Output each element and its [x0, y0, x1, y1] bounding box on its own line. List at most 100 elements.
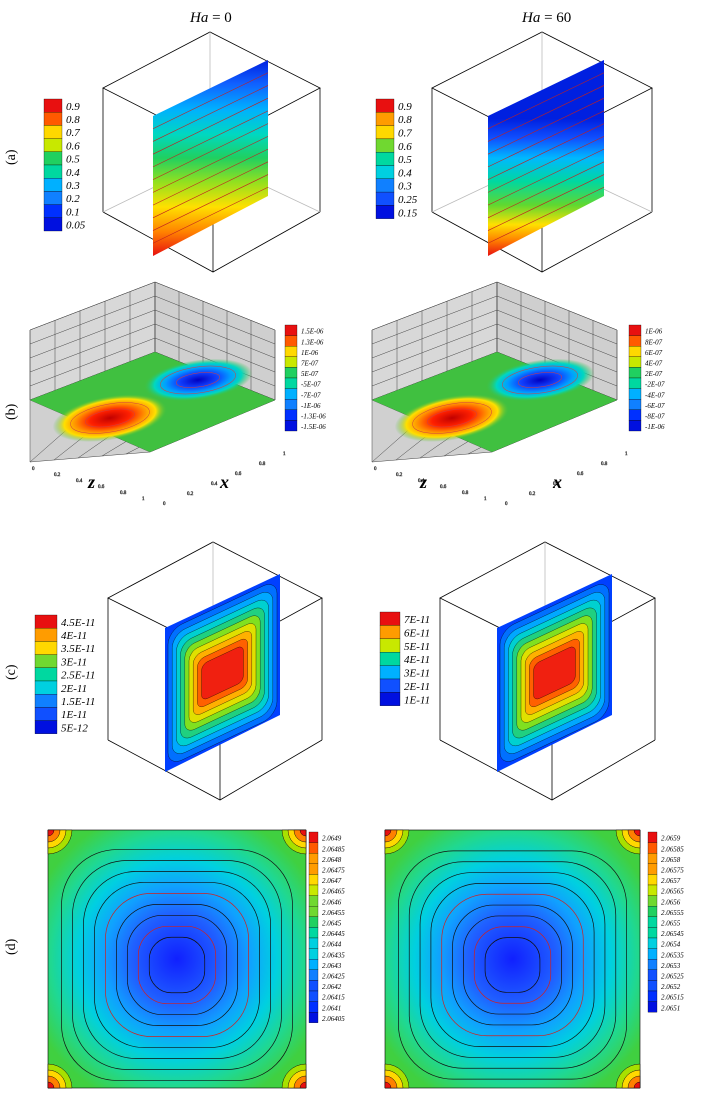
color-legend: 0.90.80.70.6 0.50.40.30.20.1 0.05 — [43, 98, 86, 232]
corner-contour — [299, 829, 307, 837]
contour-line — [487, 97, 605, 155]
contour-bands — [167, 584, 278, 762]
legend-swatch — [647, 895, 658, 907]
column-header-left: Ha = 0 — [189, 10, 232, 26]
color-legend: 2.0659 2.06585 2.0658 2.06575 2.0657 2.06565 2… — [647, 831, 684, 1013]
legend-label: -5E-07 — [301, 381, 321, 389]
legend-label: 0.4 — [66, 167, 80, 179]
corner-contour — [47, 1081, 55, 1089]
legend-label: 0.7 — [398, 128, 412, 140]
legend-swatch — [628, 324, 642, 336]
legend-label: -7E-07 — [301, 391, 321, 399]
row-label-d: (d) — [4, 938, 19, 955]
panel-d-right: 2.0659 2.06585 2.0658 2.06575 2.0657 2.06565 2… — [384, 829, 684, 1089]
x-tick-label: 0.2 — [187, 492, 194, 497]
contour-band — [533, 646, 576, 700]
x-tick-label: 1 — [625, 452, 628, 457]
corner-contour — [384, 829, 392, 837]
x-tick-label: 1 — [283, 452, 286, 457]
legend-label: 2.06455 — [322, 909, 345, 917]
legend-label: 2.0645 — [322, 919, 342, 927]
positive-lobe — [52, 394, 168, 442]
grid-line — [29, 323, 156, 373]
legend-label: 2.0649 — [322, 835, 342, 843]
legend-swatch — [375, 125, 395, 140]
legend-label: 0.3 — [398, 181, 412, 193]
legend-label: 5E-07 — [301, 370, 319, 378]
contour-line — [152, 187, 269, 244]
grid-line — [154, 295, 276, 345]
legend-swatch — [379, 611, 401, 626]
legend-label: 3E-11 — [403, 668, 430, 680]
z-tick-label: 0.2 — [54, 473, 61, 478]
contour-line — [61, 849, 293, 1081]
legend-label: 1E-06 — [645, 328, 663, 336]
grid-line — [371, 337, 498, 387]
legend-swatch — [34, 667, 58, 682]
grid-line — [371, 309, 498, 359]
legend-label: -1.5E-06 — [301, 423, 326, 431]
legend-swatch — [647, 884, 658, 896]
corner-contour — [384, 1081, 392, 1089]
contour-line — [152, 136, 269, 193]
grid-line — [496, 309, 618, 359]
panel-b-right: 0 0 0.2 0.2 0.4 0.4 0.6 0.6 0.8 0.8 1 1 z x 1E-06 8E… — [371, 281, 665, 507]
color-legend: 1.5E-06 1.3E-06 1E-06 7E-07 5E-07 -5E-07 -7E-0… — [284, 324, 326, 432]
legend-swatch — [647, 990, 658, 1002]
legend-label: 2.06545 — [661, 930, 684, 938]
legend-swatch — [284, 346, 298, 357]
legend-swatch — [375, 138, 395, 153]
legend-swatch — [43, 112, 63, 126]
contour-line — [148, 936, 206, 994]
row-label-a: (a) — [4, 149, 19, 165]
legend-swatch — [284, 399, 298, 410]
legend-swatch — [308, 895, 319, 907]
legend-swatch — [647, 906, 658, 917]
legend-swatch — [284, 377, 298, 389]
z-tick-label: 0.6 — [98, 485, 105, 490]
legend-swatch — [308, 1012, 319, 1023]
contour-line — [487, 187, 605, 244]
contour-line — [116, 904, 238, 1026]
legend-label: -1.3E-06 — [301, 412, 326, 420]
legend-label: -1E-06 — [645, 423, 665, 431]
legend-swatch — [308, 831, 319, 843]
legend-swatch — [647, 959, 658, 970]
legend-swatch — [375, 191, 395, 206]
legend-swatch — [628, 420, 642, 432]
legend-swatch — [308, 937, 319, 949]
legend-label: -6E-07 — [645, 402, 665, 410]
legend-swatch — [308, 906, 319, 917]
z-tick-label: 1 — [142, 497, 145, 502]
color-legend: 1E-06 8E-07 6E-07 4E-07 2E-07 -2E-07 -4E-07 -6E… — [628, 324, 665, 432]
legend-label: 2.0657 — [661, 877, 681, 885]
legend-label: 0.5 — [66, 154, 80, 166]
legend-label: 1.5E-11 — [61, 696, 95, 708]
contour-lines — [70, 365, 236, 434]
legend-swatch — [308, 863, 319, 875]
contour-line — [487, 174, 605, 231]
contour-line — [152, 174, 269, 231]
legend-label: 0.4 — [398, 167, 412, 179]
corner-contour — [47, 829, 55, 837]
legend-label: 8E-07 — [645, 338, 663, 346]
legend-label: 1E-11 — [61, 709, 87, 721]
legend-label: 2.0651 — [661, 1004, 680, 1012]
contour-slice — [488, 60, 604, 256]
legend-swatch — [647, 916, 658, 928]
contour-line — [473, 926, 552, 1004]
legend-swatch — [628, 399, 642, 410]
contour-square — [47, 829, 307, 1089]
legend-label: 2.06485 — [322, 845, 345, 853]
contour-line — [72, 860, 282, 1070]
grid-line — [29, 309, 156, 359]
contour-line — [487, 85, 605, 142]
legend-label: 2.0642 — [322, 983, 342, 991]
z-tick-label: 0.8 — [462, 491, 469, 496]
legend-label: 0.05 — [66, 220, 86, 232]
legend-label: 2.0659 — [661, 835, 681, 843]
legend-swatch — [628, 388, 642, 400]
legend-label: 2.0652 — [661, 983, 681, 991]
legend-swatch — [34, 614, 58, 629]
legend-swatch — [647, 937, 658, 949]
